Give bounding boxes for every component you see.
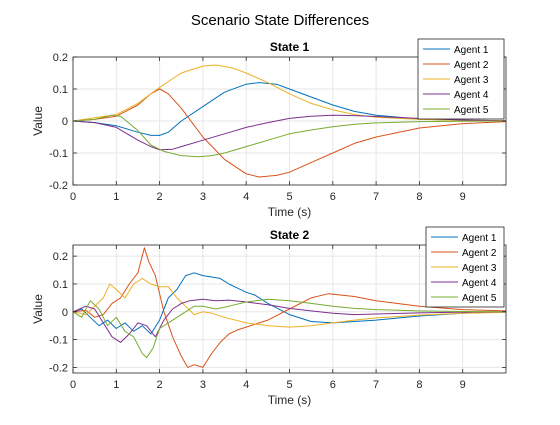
legend-label: Agent 2 (454, 60, 489, 71)
x-tick-label: 5 (286, 379, 292, 391)
y-tick-label: -0.2 (49, 180, 68, 192)
series-line-agent-5 (72, 298, 507, 359)
x-tick-label: 2 (157, 191, 163, 203)
x-tick-label: 6 (330, 379, 336, 391)
y-tick-label: 0.1 (53, 84, 68, 96)
y-tick-label: -0.1 (49, 335, 68, 347)
x-tick-label: 7 (373, 191, 379, 203)
x-tick-label: 5 (286, 191, 292, 203)
x-tick-label: 0 (70, 191, 76, 203)
series-line-agent-3 (72, 277, 507, 328)
legend-label: Agent 4 (454, 90, 489, 101)
y-tick-label: 0.2 (53, 52, 68, 64)
x-tick-label: 9 (460, 379, 466, 391)
x-tick-label: 6 (330, 191, 336, 203)
legend-label: Agent 1 (454, 45, 489, 56)
series-line-agent-4 (72, 114, 507, 151)
x-axis-label: Time (s) (268, 393, 312, 407)
series-line-agent-1 (72, 82, 507, 136)
subplot-title: State 2 (270, 228, 310, 242)
series-line-agent-2 (72, 88, 507, 178)
y-tick-label: -0.1 (49, 148, 68, 160)
x-tick-label: 1 (113, 379, 119, 391)
series-line-agent-3 (72, 64, 507, 122)
y-tick-label: 0 (62, 116, 68, 128)
y-tick-label: 0.1 (53, 279, 68, 291)
legend-label: Agent 2 (462, 248, 497, 259)
x-tick-label: 7 (373, 379, 379, 391)
x-tick-label: 0 (70, 379, 76, 391)
x-tick-label: 4 (243, 191, 249, 203)
subplot-title: State 1 (270, 40, 310, 54)
legend-label: Agent 1 (462, 233, 497, 244)
series-line-agent-4 (72, 298, 507, 343)
x-tick-label: 3 (200, 191, 206, 203)
subplot-state-1: 0 1 2 3 4 5 6 7 8 9 -0.2 -0.1 0 0.1 0.2 State 1 Time (s)… (31, 38, 507, 219)
y-tick-label: -0.2 (49, 362, 68, 374)
y-axis-label: Value (31, 294, 45, 324)
y-tick-label: 0 (62, 307, 68, 319)
subplot-state-2: 0 1 2 3 4 5 6 7 8 9 -0.2 -0.1 0 0.1 0.2 State 2 Time (s)… (31, 226, 507, 407)
legend: Agent 1 Agent 2 Agent 3 Agent 4 Agent 5 (417, 38, 505, 120)
legend-label: Agent 3 (454, 75, 489, 86)
legend-label: Agent 5 (462, 293, 497, 304)
x-tick-label: 8 (416, 379, 422, 391)
figure-title: Scenario State Differences (191, 12, 369, 29)
x-tick-label: 2 (157, 379, 163, 391)
series-line-agent-2 (72, 247, 507, 368)
y-axis-label: Value (31, 106, 45, 136)
x-tick-label: 9 (460, 191, 466, 203)
legend-label: Agent 4 (462, 278, 497, 289)
x-tick-label: 3 (200, 379, 206, 391)
y-tick-label: 0.2 (53, 251, 68, 263)
x-tick-label: 8 (416, 191, 422, 203)
series-line-agent-5 (72, 114, 507, 158)
x-tick-label: 1 (113, 191, 119, 203)
x-axis-label: Time (s) (268, 205, 312, 219)
legend-label: Agent 3 (462, 263, 497, 274)
legend-label: Agent 5 (454, 105, 489, 116)
x-tick-label: 4 (243, 379, 249, 391)
legend: Agent 1 Agent 2 Agent 3 Agent 4 Agent 5 (425, 226, 505, 308)
